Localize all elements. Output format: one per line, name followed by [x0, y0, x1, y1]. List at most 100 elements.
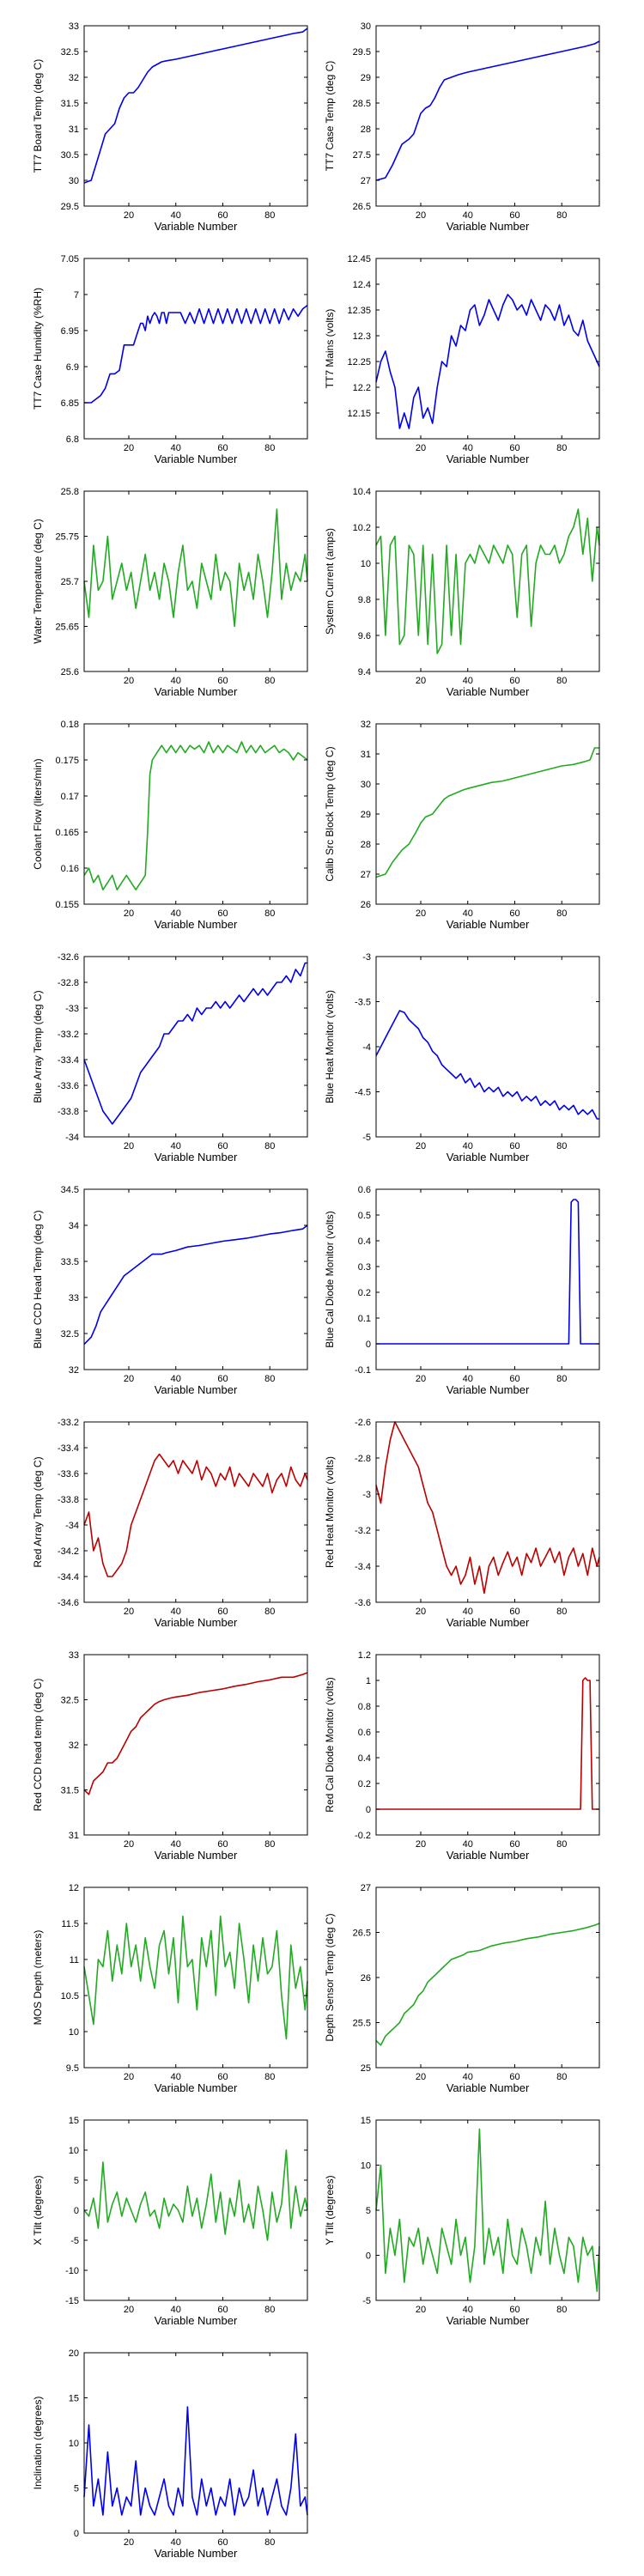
x-axis-label: Variable Number — [155, 1383, 238, 1396]
y-tick-label: -33.2 — [58, 1418, 79, 1428]
x-tick-label: 80 — [556, 1374, 567, 1384]
y-axis-label: Blue Array Temp (deg C) — [32, 990, 44, 1103]
y-tick-label: -34 — [65, 1133, 79, 1143]
y-tick-label: 5 — [74, 2484, 79, 2494]
x-axis-label: Variable Number — [447, 220, 530, 233]
y-tick-label: 33 — [69, 1650, 79, 1661]
x-tick-label: 40 — [463, 210, 473, 221]
y-tick-label: 15 — [69, 2394, 79, 2404]
x-tick-label: 80 — [264, 2305, 275, 2315]
y-tick-label: 0.175 — [55, 756, 79, 766]
x-tick-label: 80 — [556, 2072, 567, 2082]
y-tick-label: 12.45 — [347, 254, 371, 264]
y-tick-label: -4 — [362, 1042, 371, 1053]
y-tick-label: 31 — [69, 1831, 79, 1841]
y-tick-label: 0.2 — [358, 1779, 371, 1789]
y-tick-label: 32 — [69, 1741, 79, 1751]
plot-frame — [83, 2352, 308, 2534]
x-tick-label: 20 — [416, 1839, 426, 1850]
x-tick-label: 80 — [556, 1141, 567, 1151]
x-tick-label: 40 — [171, 1607, 181, 1617]
y-tick-label: 10 — [361, 2161, 371, 2172]
y-axis-label: Depth Sensor Temp (deg C) — [324, 1913, 336, 2041]
y-tick-label: -33.4 — [58, 1443, 79, 1454]
y-tick-label: 12.25 — [347, 357, 371, 368]
y-tick-label: 25.65 — [55, 623, 79, 633]
x-axis-label: Variable Number — [155, 918, 238, 931]
plot-frame — [375, 25, 600, 207]
y-tick-label: 25.7 — [61, 577, 79, 587]
x-tick-label: 60 — [509, 2305, 519, 2315]
y-tick-label: 1.2 — [358, 1650, 371, 1661]
x-tick-label: 60 — [509, 443, 519, 453]
x-tick-label: 20 — [124, 2305, 134, 2315]
y-tick-label: 10.5 — [61, 1991, 79, 2002]
y-axis-label: Red Heat Monitor (volts) — [324, 1456, 336, 1568]
y-tick-label: -32.6 — [58, 952, 79, 963]
x-axis-label: Variable Number — [155, 453, 238, 465]
x-axis-label: Variable Number — [155, 1151, 238, 1163]
y-tick-label: -3.4 — [355, 1562, 371, 1572]
y-tick-label: 0.16 — [61, 864, 79, 874]
y-tick-label: 26.5 — [353, 1929, 371, 1939]
y-tick-label: 0.6 — [358, 1728, 371, 1738]
y-tick-label: -34 — [65, 1521, 79, 1531]
x-axis-label: Variable Number — [155, 1849, 238, 1862]
series-line — [83, 2149, 308, 2241]
series-line — [375, 508, 600, 654]
y-tick-label: 31 — [361, 750, 371, 760]
y-tick-label: 0.8 — [358, 1702, 371, 1712]
y-tick-label: 12.4 — [353, 280, 371, 290]
y-tick-label: 28.5 — [353, 99, 371, 109]
chart-tt7-board-temp: 20 40 60 80 29.5 30 30.5 31 31.5 32 32.5 33 Variable… — [32, 21, 308, 233]
y-axis-label: MOS Depth (meters) — [32, 1930, 44, 2026]
y-tick-label: 30 — [361, 21, 371, 32]
y-tick-label: 1 — [366, 1676, 371, 1686]
x-tick-label: 40 — [463, 676, 473, 686]
series-line — [376, 1199, 599, 1345]
series-line — [83, 1453, 308, 1577]
x-tick-label: 80 — [264, 1607, 275, 1617]
y-tick-label: -3 — [362, 952, 371, 963]
x-tick-label: 60 — [509, 2072, 519, 2082]
x-tick-label: 80 — [264, 443, 275, 453]
x-tick-label: 60 — [509, 908, 519, 919]
y-tick-label: 15 — [69, 2116, 79, 2126]
y-tick-label: 5 — [366, 2206, 371, 2216]
y-tick-label: 32 — [69, 1365, 79, 1376]
y-tick-label: 9.4 — [358, 667, 371, 677]
x-tick-label: 20 — [124, 1839, 134, 1850]
x-axis-label: Variable Number — [155, 2547, 238, 2560]
x-tick-label: 40 — [463, 2072, 473, 2082]
y-axis-label: Water Temperature (deg C) — [32, 519, 44, 643]
x-axis-label: Variable Number — [155, 220, 238, 233]
x-tick-label: 40 — [171, 676, 181, 686]
y-tick-label: 6.95 — [61, 326, 79, 337]
x-tick-label: 80 — [264, 1374, 275, 1384]
plot-frame — [375, 1654, 600, 1836]
x-tick-label: 20 — [416, 676, 426, 686]
x-tick-label: 60 — [509, 1141, 519, 1151]
y-tick-label: 32.5 — [61, 1329, 79, 1340]
chart-tt7-mains: 20 40 60 80 12.15 12.2 12.25 12.3 12.35 12.4 12.45… — [324, 254, 600, 465]
y-tick-label: -10 — [65, 2266, 79, 2276]
x-tick-label: 60 — [509, 210, 519, 221]
series-line — [83, 962, 307, 1125]
y-tick-label: 31.5 — [61, 1786, 79, 1796]
y-tick-label: 33.5 — [61, 1257, 79, 1267]
y-tick-label: -33.8 — [58, 1107, 79, 1117]
x-tick-label: 80 — [264, 2072, 275, 2082]
y-tick-label: -3.6 — [355, 1598, 371, 1608]
x-tick-label: 60 — [217, 676, 228, 686]
y-tick-label: 0.165 — [55, 828, 79, 838]
y-tick-label: 27 — [361, 1883, 371, 1893]
x-tick-label: 60 — [217, 1141, 228, 1151]
x-tick-label: 60 — [217, 2072, 228, 2082]
y-tick-label: -33.8 — [58, 1495, 79, 1505]
chart-blue-heat-monitor: 20 40 60 80 -5 -4.5 -4 -3.5 -3 Variable Number Blu… — [324, 952, 600, 1163]
chart-coolant-flow: 20 40 60 80 0.155 0.16 0.165 0.17 0.175 0.18 Varia… — [32, 720, 308, 931]
x-tick-label: 20 — [416, 2305, 426, 2315]
y-tick-label: 0 — [74, 2206, 79, 2216]
y-tick-label: 29.5 — [61, 202, 79, 212]
